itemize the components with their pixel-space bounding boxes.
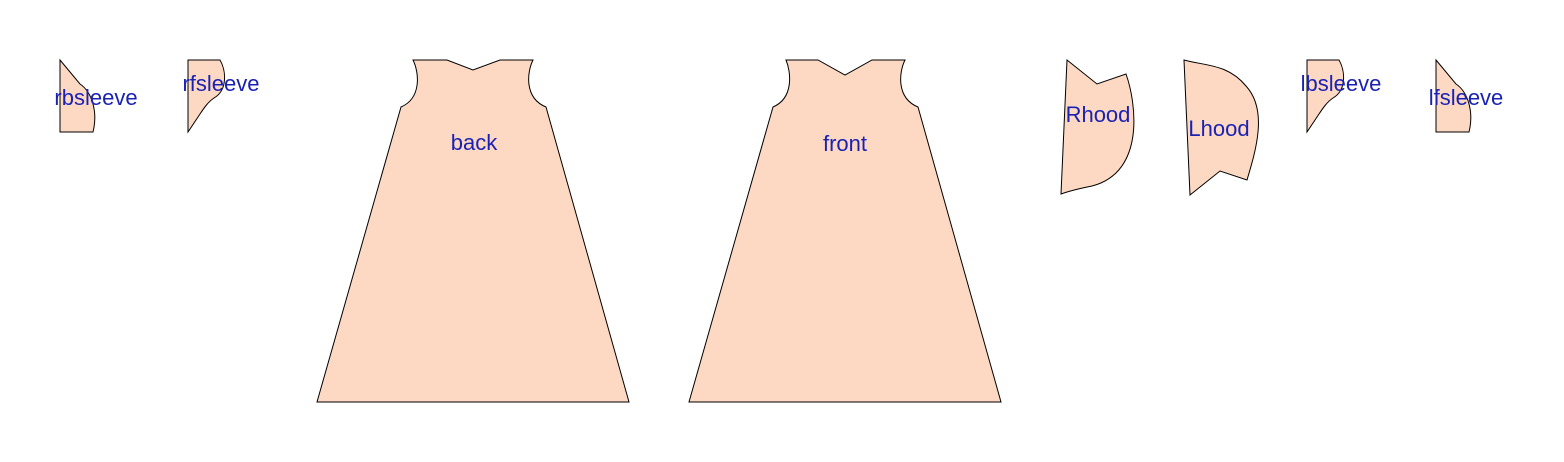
lbsleeve-label: lbsleeve bbox=[1301, 71, 1382, 96]
front-shape[interactable] bbox=[688, 59, 1002, 403]
pattern-piece-rfsleeve[interactable]: rfsleeve bbox=[182, 59, 260, 134]
pattern-piece-back[interactable]: back bbox=[316, 59, 630, 403]
rfsleeve-label: rfsleeve bbox=[182, 71, 259, 96]
lfsleeve-label: lfsleeve bbox=[1429, 85, 1504, 110]
pattern-piece-lfsleeve[interactable]: lfsleeve bbox=[1429, 58, 1504, 133]
rhood-label: Rhood bbox=[1066, 102, 1131, 127]
lhood-label: Lhood bbox=[1188, 116, 1249, 141]
pattern-piece-rbsleeve[interactable]: rbsleeve bbox=[54, 58, 138, 133]
pattern-piece-rhood[interactable]: Rhood bbox=[1060, 58, 1135, 195]
pattern-piece-lhood[interactable]: Lhood bbox=[1183, 59, 1259, 197]
front-label: front bbox=[823, 131, 867, 156]
pattern-piece-lbsleeve[interactable]: lbsleeve bbox=[1301, 59, 1382, 134]
back-shape[interactable] bbox=[316, 59, 630, 403]
lbsleeve-shape[interactable] bbox=[1306, 59, 1344, 134]
pattern-piece-front[interactable]: front bbox=[688, 59, 1002, 403]
lfsleeve-shape[interactable] bbox=[1435, 58, 1472, 133]
rfsleeve-shape[interactable] bbox=[187, 59, 225, 134]
back-label: back bbox=[451, 130, 498, 155]
lhood-shape[interactable] bbox=[1183, 59, 1259, 197]
rhood-shape[interactable] bbox=[1060, 58, 1135, 195]
rbsleeve-label: rbsleeve bbox=[54, 85, 137, 110]
rbsleeve-shape[interactable] bbox=[59, 58, 96, 133]
